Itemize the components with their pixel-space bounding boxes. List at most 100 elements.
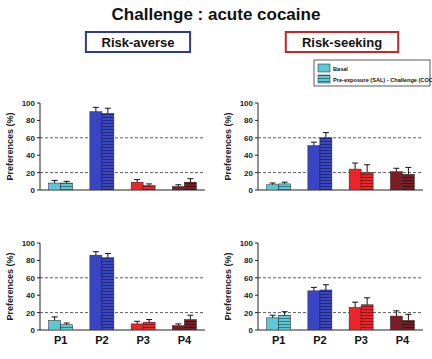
y-tick	[255, 277, 258, 278]
x-tick-label: P3	[354, 334, 367, 346]
y-tick-label: 40	[244, 291, 253, 300]
panel: 020406080100Preferences (%)P1P2P3P4	[223, 239, 423, 346]
y-tick	[255, 103, 258, 104]
reference-line	[40, 172, 205, 173]
reference-line	[40, 137, 205, 138]
bar	[308, 146, 320, 190]
reference-line	[258, 312, 423, 313]
error-bar	[282, 182, 288, 184]
reference-line	[40, 277, 205, 278]
bar	[320, 138, 332, 190]
y-tick	[37, 137, 40, 138]
y-tick	[255, 137, 258, 138]
y-tick	[255, 172, 258, 173]
bars	[49, 252, 197, 330]
y-tick-label: 60	[26, 274, 35, 283]
y-tick	[255, 155, 258, 156]
error-bar	[146, 320, 152, 323]
error-bar	[270, 183, 276, 185]
error-bar	[93, 252, 99, 255]
error-bar	[364, 298, 370, 305]
error-bar	[134, 321, 140, 324]
bar	[361, 305, 373, 330]
x-tick-label: P2	[95, 334, 108, 346]
error-bar	[393, 168, 399, 171]
y-tick-label: 20	[244, 309, 253, 318]
error-bar	[64, 323, 70, 325]
y-tick	[255, 312, 258, 313]
y-tick-label: 80	[26, 256, 35, 265]
y-tick-label: 60	[244, 134, 253, 143]
error-bar	[323, 285, 329, 290]
y-tick	[37, 312, 40, 313]
bar	[267, 318, 279, 330]
error-bar	[105, 253, 111, 257]
y-axis-label: Preferences (%)	[5, 252, 15, 320]
error-bar	[352, 302, 358, 307]
bar	[131, 182, 143, 190]
error-bar	[93, 107, 99, 111]
y-tick	[255, 190, 258, 191]
y-tick-label: 60	[26, 134, 35, 143]
x-tick-label: P1	[54, 334, 67, 346]
bar	[361, 173, 373, 190]
bar	[184, 182, 196, 190]
error-bar	[187, 179, 193, 182]
bar	[172, 187, 184, 190]
y-tick	[255, 295, 258, 296]
panel: 020406080100Preferences (%)	[5, 99, 205, 195]
y-tick	[37, 295, 40, 296]
bar	[390, 172, 402, 190]
bar	[172, 326, 184, 330]
error-bar	[352, 163, 358, 169]
y-tick-label: 80	[244, 116, 253, 125]
y-tick-label: 40	[244, 151, 253, 160]
y-tick-label: 40	[26, 291, 35, 300]
column-header-box	[86, 32, 190, 52]
bar	[131, 324, 143, 330]
y-tick-label: 80	[244, 256, 253, 265]
y-tick	[37, 172, 40, 173]
y-tick	[255, 243, 258, 244]
error-bar	[52, 317, 58, 320]
error-bar	[311, 142, 317, 145]
bar	[49, 183, 61, 190]
bar	[402, 174, 414, 190]
bar	[90, 112, 102, 190]
figure: Challenge : acute cocaineRisk-averseRisk…	[0, 0, 432, 359]
bar	[279, 315, 291, 330]
error-bar	[364, 165, 370, 173]
error-bar	[175, 324, 181, 326]
error-bar	[134, 180, 140, 183]
error-bar	[52, 180, 58, 183]
x-tick-label: P4	[396, 334, 410, 346]
y-tick	[255, 120, 258, 121]
y-tick-label: 100	[240, 99, 254, 108]
y-tick-label: 60	[244, 274, 253, 283]
bar	[267, 185, 279, 190]
y-tick-label: 100	[240, 239, 254, 248]
y-tick	[37, 155, 40, 156]
y-tick-label: 20	[26, 169, 35, 178]
bar	[308, 291, 320, 330]
bar	[61, 325, 73, 330]
title: Challenge : acute cocaine	[112, 5, 321, 24]
y-tick-label: 100	[22, 99, 36, 108]
error-bar	[282, 312, 288, 315]
error-bar	[405, 314, 411, 320]
y-tick	[255, 330, 258, 331]
y-tick	[37, 277, 40, 278]
x-tick-label: P1	[272, 334, 285, 346]
y-tick	[37, 103, 40, 104]
y-tick	[37, 190, 40, 191]
error-bar	[311, 287, 317, 290]
y-tick-label: 20	[26, 309, 35, 318]
reference-line	[258, 137, 423, 138]
column-header: Risk-seeking	[302, 35, 382, 50]
bar	[143, 186, 155, 190]
x-tick-label: P4	[178, 334, 192, 346]
bars	[267, 133, 415, 190]
bar	[143, 322, 155, 330]
x-tick-label: P2	[313, 334, 326, 346]
bar	[184, 320, 196, 330]
